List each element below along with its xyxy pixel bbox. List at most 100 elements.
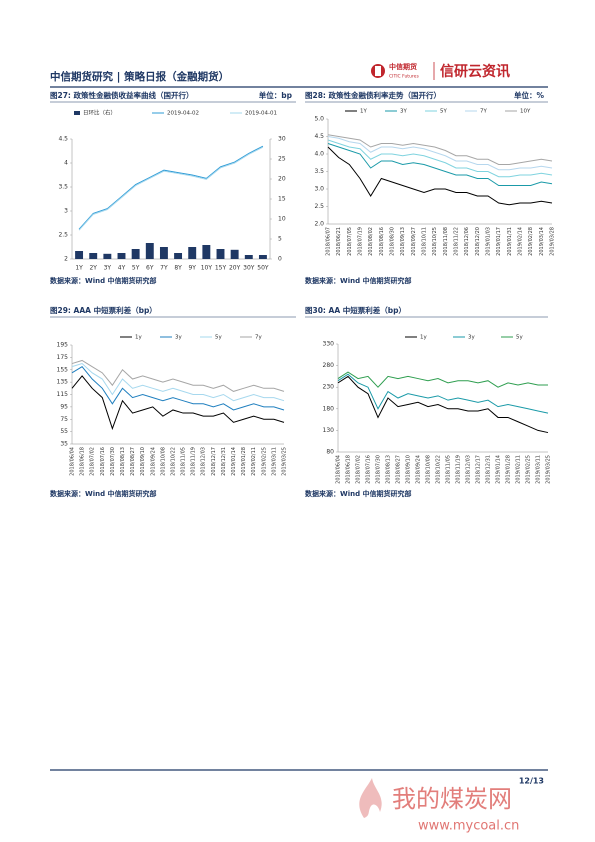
y-tick-label: 4.0 (314, 151, 324, 158)
x-tick-label: 2018/08/02 (368, 227, 374, 256)
watermark-url: www.mycoal.cn (418, 819, 519, 834)
legend-label: 1Y (360, 109, 367, 115)
legend-label: 1y (420, 335, 427, 341)
y-tick-label: 115 (57, 391, 69, 398)
logo-en: CITIC Futures (389, 74, 419, 80)
x-tick-label: 2Y (89, 265, 97, 272)
legend-label: 3Y (400, 109, 407, 115)
y-tick-label: 80 (326, 449, 334, 456)
x-tick-label: 2018/09/24 (150, 447, 156, 476)
y2-tick-label: 30 (278, 136, 286, 143)
watermark-flame (359, 778, 382, 818)
series-line (71, 362, 285, 402)
bar (258, 255, 267, 259)
bar (202, 245, 211, 259)
x-tick-label: 2018/10/25 (432, 227, 438, 256)
y-tick-label: 195 (57, 342, 69, 349)
figure-unit: 单位：% (514, 90, 544, 100)
y-tick-label: 280 (323, 362, 335, 369)
y-tick-label: 2 (64, 256, 68, 263)
x-tick-label: 2018/10/08 (426, 455, 432, 484)
y-tick-label: 95 (60, 403, 68, 410)
brand: 信研云资讯 (440, 63, 510, 80)
y-tick-label: 130 (323, 427, 335, 434)
y-tick-label: 5.0 (314, 116, 324, 123)
x-tick-label: 2018/09/27 (411, 227, 417, 256)
y-tick-label: 4.5 (314, 133, 324, 140)
x-tick-label: 2018/10/22 (436, 455, 442, 484)
x-tick-label: 30Y (243, 265, 255, 272)
legend-label: 2019-04-01 (245, 111, 277, 117)
series-line (337, 375, 549, 434)
x-tick-label: 2018/12/06 (464, 227, 470, 256)
bar (103, 253, 112, 259)
legend-label: 7y (255, 335, 262, 341)
y-tick-label: 230 (323, 384, 335, 391)
x-tick-label: 2019/03/14 (539, 227, 545, 256)
x-tick-label: 2019/01/17 (496, 227, 502, 256)
x-tick-label: 1Y (75, 265, 83, 272)
x-tick-label: 2019/03/28 (550, 227, 556, 256)
y-tick-label: 180 (323, 405, 335, 412)
x-tick-label: 2019/02/11 (516, 455, 522, 484)
legend-label: 5y (215, 335, 222, 341)
legend-label: 7Y (480, 109, 487, 115)
x-tick-label: 2018/06/04 (336, 455, 342, 484)
logo-cn: 中信期货 (389, 62, 417, 71)
bar (75, 251, 84, 259)
x-tick-label: 2018/11/19 (456, 455, 462, 484)
x-tick-label: 2019/02/11 (251, 447, 257, 476)
series-line (327, 143, 553, 186)
x-tick-label: 2018/08/27 (130, 447, 136, 476)
x-tick-label: 2018/06/18 (80, 447, 86, 476)
x-tick-label: 2018/11/05 (446, 455, 452, 484)
y2-tick-label: 0 (278, 256, 282, 263)
x-tick-label: 2018/12/31 (486, 455, 492, 484)
legend-label: 5Y (440, 109, 447, 115)
y-tick-label: 3 (64, 208, 68, 215)
y2-tick-label: 15 (278, 196, 286, 203)
x-tick-label: 3Y (104, 265, 112, 272)
x-tick-label: 2019/03/11 (536, 455, 542, 484)
series-line (327, 139, 553, 178)
x-tick-label: 2018/07/02 (90, 447, 96, 476)
x-tick-label: 2019/02/14 (518, 227, 524, 256)
bar (244, 255, 253, 259)
y-tick-label: 155 (57, 366, 69, 373)
y2-tick-label: 5 (278, 236, 282, 243)
x-tick-label: 2018/11/22 (454, 227, 460, 256)
x-tick-label: 2019/02/25 (261, 447, 267, 476)
x-tick-label: 2018/06/04 (70, 447, 76, 476)
legend-swatch (74, 111, 80, 115)
x-tick-label: 2019/02/25 (526, 455, 532, 484)
legend-label: 10Y (520, 109, 531, 115)
y-tick-label: 2.5 (314, 203, 324, 210)
page-number: 12/13 (519, 777, 544, 786)
x-tick-label: 2018/11/08 (443, 227, 449, 256)
logo-icon-mark (375, 66, 381, 76)
y2-tick-label: 20 (278, 176, 286, 183)
bar (145, 243, 154, 259)
legend-label: 日环比（右） (83, 109, 116, 117)
series-line (78, 145, 264, 230)
x-tick-label: 7Y (160, 265, 168, 272)
x-tick-label: 2019/01/14 (231, 447, 237, 476)
x-tick-label: 2018/09/24 (416, 455, 422, 484)
bar (159, 247, 168, 259)
x-tick-label: 50Y (257, 265, 269, 272)
figure-source: 数据来源：Wind 中信期货研究部 (50, 276, 157, 285)
watermark-name: 我的煤炭网 (392, 785, 512, 813)
y2-tick-label: 25 (278, 156, 286, 163)
series-line (327, 134, 553, 165)
series-line (71, 359, 285, 392)
x-tick-label: 2019/01/28 (506, 455, 512, 484)
x-tick-label: 2018/12/31 (221, 447, 227, 476)
figure-title: 图30: AA 中短票利差（bp） (305, 305, 406, 315)
x-tick-label: 2018/08/13 (120, 447, 126, 476)
x-tick-label: 2018/09/10 (406, 455, 412, 484)
x-tick-label: 2018/11/19 (191, 447, 197, 476)
x-tick-label: 2018/12/17 (211, 447, 217, 476)
x-tick-label: 2019/02/28 (528, 227, 534, 256)
x-tick-label: 2018/08/30 (390, 227, 396, 256)
y-tick-label: 175 (57, 354, 69, 361)
